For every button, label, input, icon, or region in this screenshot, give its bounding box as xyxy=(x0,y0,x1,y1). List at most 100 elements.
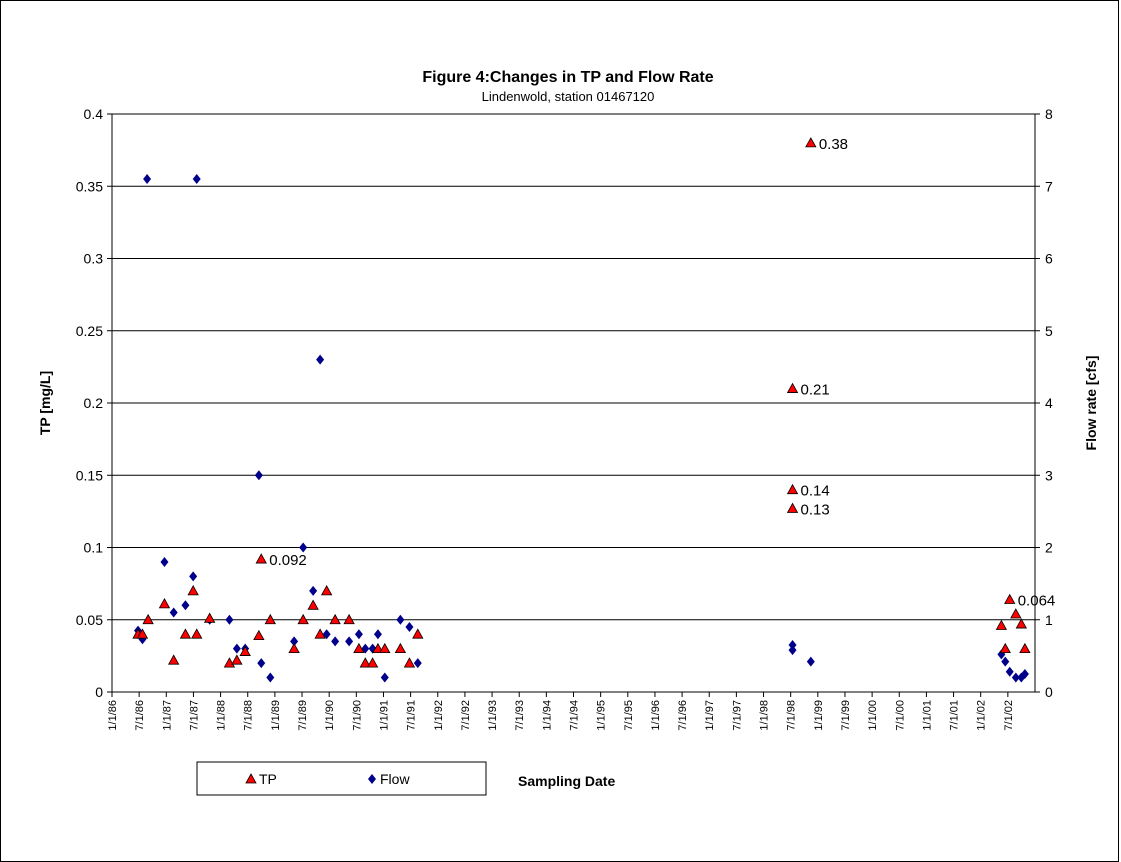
right-tick-label: 7 xyxy=(1045,178,1053,194)
tp-point xyxy=(343,613,355,625)
x-tick-label: 7/1/90 xyxy=(351,700,363,731)
x-tick-label: 7/1/87 xyxy=(188,700,200,731)
tp-point xyxy=(288,642,300,654)
tp-series xyxy=(132,137,1031,668)
x-tick-label: 7/1/02 xyxy=(1003,700,1015,731)
flow-point xyxy=(189,571,198,582)
tp-point xyxy=(412,628,424,639)
x-tick-label: 1/1/00 xyxy=(867,700,879,731)
x-axis-label: Sampling Date xyxy=(518,773,615,789)
x-tick-label: 1/1/97 xyxy=(704,700,716,731)
flow-point xyxy=(373,629,382,640)
flow-point xyxy=(290,636,299,647)
left-tick-label: 0.1 xyxy=(84,540,104,556)
x-tick-label: 1/1/88 xyxy=(216,700,228,731)
x-tick-label: 7/1/99 xyxy=(840,700,852,731)
x-tick-label: 1/1/02 xyxy=(976,700,988,731)
tp-point xyxy=(372,642,384,654)
tp-point xyxy=(805,137,817,148)
flow-point xyxy=(160,556,169,567)
x-tick-label: 7/1/93 xyxy=(514,700,526,731)
x-tick-label: 1/1/90 xyxy=(324,700,336,731)
flow-point xyxy=(396,614,405,625)
right-tick-label: 6 xyxy=(1045,251,1053,267)
legend-box xyxy=(196,761,487,796)
tp-point xyxy=(379,642,391,654)
tp-point xyxy=(786,483,799,495)
x-tick-label: 7/1/92 xyxy=(460,700,472,731)
x-tick-label: 7/1/88 xyxy=(243,700,255,731)
tp-point xyxy=(403,657,416,668)
y-axis-label-left: TP [mg/L] xyxy=(37,371,53,435)
x-tick-label: 7/1/91 xyxy=(406,700,418,731)
flow-point xyxy=(788,640,797,651)
flow-point xyxy=(232,643,241,654)
x-tick-label: 7/1/89 xyxy=(297,700,309,731)
x-tick-label: 1/1/92 xyxy=(433,700,445,731)
data-label: 0.13 xyxy=(801,501,830,518)
right-axis-ticks: 0 1 2 3 4 5 6 7 8 xyxy=(1035,106,1053,700)
right-tick-label: 5 xyxy=(1045,323,1053,339)
x-tick-label: 7/1/97 xyxy=(731,700,743,731)
x-tick-label: 1/1/98 xyxy=(759,700,771,731)
flow-point xyxy=(254,470,263,481)
flow-point xyxy=(192,174,201,185)
tp-point xyxy=(1004,593,1016,604)
left-tick-label: 0 xyxy=(95,684,103,700)
tp-point xyxy=(366,657,379,668)
tp-point xyxy=(264,613,276,625)
flow-point xyxy=(806,656,815,667)
x-tick-label: 7/1/86 xyxy=(134,700,146,731)
x-tick-label: 1/1/94 xyxy=(541,700,553,731)
left-tick-label: 0.05 xyxy=(76,612,103,628)
left-tick-label: 0.4 xyxy=(84,106,104,122)
flow-point xyxy=(266,672,275,683)
x-tick-label: 7/1/98 xyxy=(786,700,798,731)
y-axis-label-right: Flow rate [cfs] xyxy=(1083,356,1099,451)
flow-point xyxy=(1020,668,1029,679)
x-tick-label: 1/1/86 xyxy=(107,700,119,731)
data-label: 0.092 xyxy=(269,552,307,569)
right-tick-label: 3 xyxy=(1045,467,1053,483)
left-tick-label: 0.2 xyxy=(84,395,104,411)
flow-point xyxy=(181,600,190,611)
left-tick-label: 0.25 xyxy=(76,323,103,339)
x-tick-label: 7/1/00 xyxy=(894,700,906,731)
tp-point xyxy=(203,612,216,623)
x-tick-label: 1/1/01 xyxy=(921,700,933,731)
tp-point xyxy=(307,599,319,610)
flow-series xyxy=(134,174,1029,683)
tp-point xyxy=(231,654,243,665)
tp-point xyxy=(353,642,365,654)
x-axis-ticks: 1/1/86 7/1/86 1/1/87 7/1/87 1/1/88 7/1/88 1/1/… xyxy=(107,692,1015,731)
flow-point xyxy=(1005,666,1014,677)
tp-point xyxy=(136,628,149,639)
x-tick-label: 1/1/91 xyxy=(378,700,390,731)
chart-title: Figure 4:Changes in TP and Flow Rate xyxy=(422,69,713,86)
tp-point xyxy=(1010,608,1022,619)
flow-point xyxy=(380,672,389,683)
flow-point xyxy=(354,629,363,640)
x-tick-label: 7/1/01 xyxy=(949,700,961,731)
chart-subtitle: Lindenwold, station 01467120 xyxy=(482,89,655,104)
tp-point xyxy=(142,613,154,625)
data-label: 0.21 xyxy=(801,382,830,399)
tp-point xyxy=(239,645,251,656)
left-tick-label: 0.3 xyxy=(84,251,104,267)
flow-point xyxy=(309,585,318,596)
legend-flow-marker xyxy=(368,774,376,784)
left-axis-ticks: 0 0.05 0.1 0.15 0.2 0.25 0.3 0.35 0.4 xyxy=(76,106,112,700)
x-tick-label: 1/1/96 xyxy=(650,700,662,731)
x-tick-label: 1/1/95 xyxy=(596,700,608,731)
legend-flow-label: Flow xyxy=(380,771,410,787)
flow-point xyxy=(1001,656,1010,667)
tp-point xyxy=(179,628,192,639)
data-labels: 0.092 0.38 0.21 0.140.13 0.064 xyxy=(269,136,1055,610)
tp-point xyxy=(168,654,180,665)
x-tick-label: 1/1/99 xyxy=(813,700,825,731)
tp-point xyxy=(394,642,407,654)
data-label: 0.064 xyxy=(1018,593,1056,610)
x-tick-label: 7/1/96 xyxy=(677,700,689,731)
gridlines xyxy=(112,113,1035,621)
